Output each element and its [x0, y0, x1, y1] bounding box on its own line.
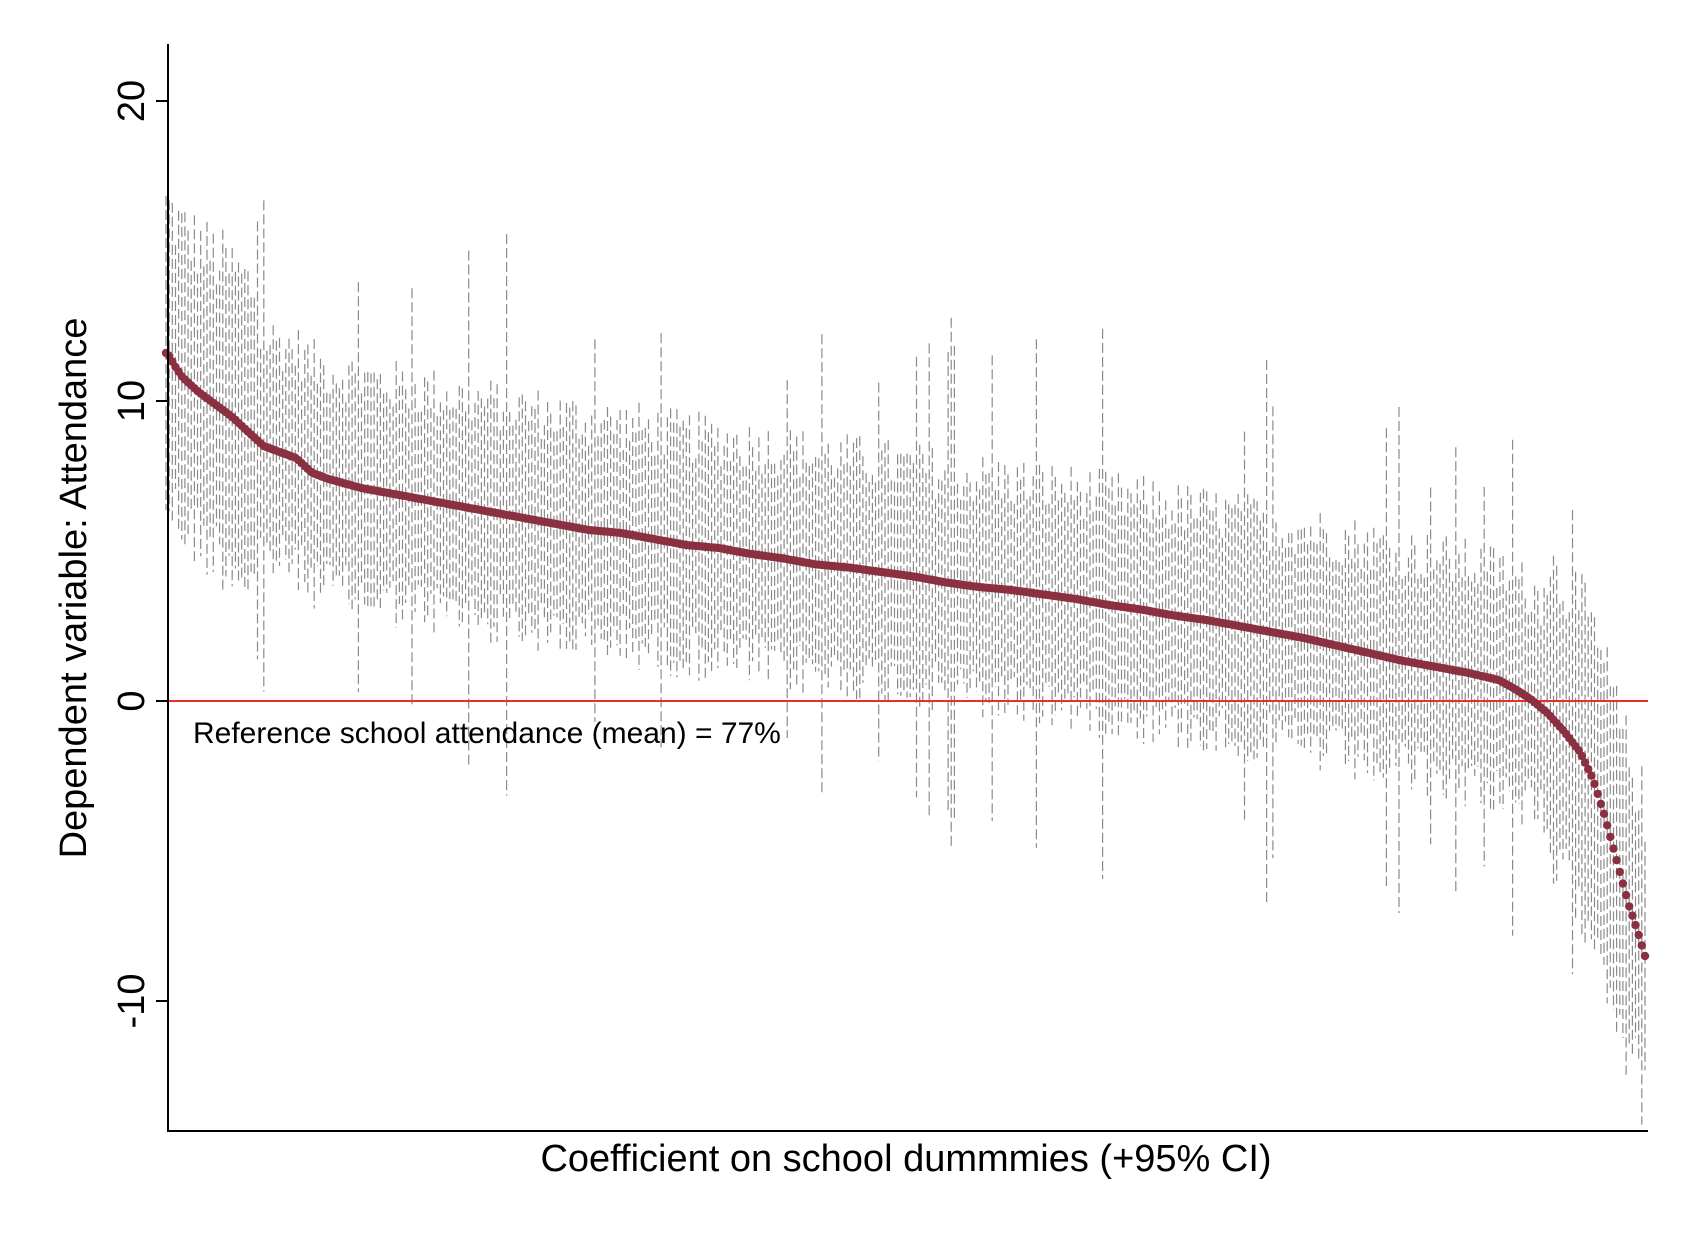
point-estimate [1621, 890, 1631, 900]
point-estimate [1587, 771, 1596, 780]
point-estimate [1637, 941, 1647, 950]
point-estimate [1577, 751, 1587, 761]
y-tick-label: 20 [111, 80, 153, 122]
point-estimate [1590, 779, 1599, 789]
point-estimate [1615, 867, 1625, 877]
point-estimate [1599, 809, 1609, 818]
point-estimates [161, 348, 1650, 961]
point-estimate [1631, 920, 1640, 930]
confidence-intervals [165, 195, 1646, 1125]
point-estimate [1618, 879, 1628, 888]
point-estimate [1612, 856, 1621, 865]
point-estimate [1634, 930, 1643, 940]
point-estimate [1593, 789, 1602, 799]
point-estimate [1584, 764, 1593, 774]
point-estimate [1625, 902, 1634, 911]
y-tick-label: 10 [111, 380, 153, 422]
y-ticks: 20 10 0 -10 [111, 80, 168, 1029]
reference-annotation: Reference school attendance (mean) = 77% [193, 717, 781, 750]
y-axis-label: Dependent variable: Attendance [53, 318, 95, 859]
point-estimate [1603, 821, 1612, 830]
point-estimate [1580, 758, 1590, 767]
y-tick-label: -10 [111, 974, 153, 1029]
point-estimate [1609, 844, 1618, 853]
y-tick-label: 0 [111, 690, 153, 711]
x-axis-label: Coefficient on school dummmies (+95% CI) [540, 1138, 1271, 1180]
point-estimate [1596, 799, 1606, 809]
point-estimate [1606, 832, 1615, 842]
point-estimate [1640, 951, 1650, 961]
point-estimate [1628, 911, 1637, 920]
